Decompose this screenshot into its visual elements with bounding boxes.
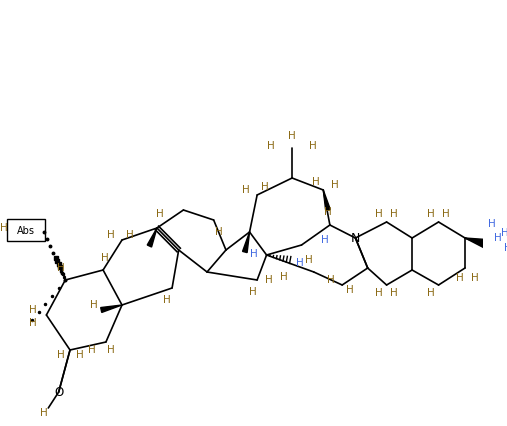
Text: H: H: [107, 230, 115, 240]
Text: H: H: [503, 243, 507, 253]
Text: H: H: [488, 219, 495, 229]
Text: H: H: [280, 272, 287, 282]
Polygon shape: [242, 232, 249, 253]
Text: H: H: [442, 209, 450, 219]
Text: H: H: [29, 318, 37, 328]
Polygon shape: [465, 238, 487, 248]
Text: H: H: [327, 275, 335, 285]
Text: H: H: [267, 141, 275, 151]
Polygon shape: [101, 305, 122, 312]
Text: H: H: [261, 182, 269, 192]
Text: H: H: [309, 141, 317, 151]
Text: H: H: [76, 350, 83, 360]
Text: H: H: [88, 345, 96, 355]
Text: H: H: [296, 258, 304, 268]
Text: H: H: [321, 235, 329, 245]
Text: H: H: [494, 233, 502, 243]
Text: H: H: [0, 223, 8, 233]
Text: H: H: [456, 273, 464, 283]
Polygon shape: [323, 190, 330, 210]
Text: H: H: [390, 209, 398, 219]
Text: H: H: [265, 275, 272, 285]
Text: H: H: [390, 288, 398, 298]
Text: H: H: [107, 345, 115, 355]
Text: H: H: [427, 288, 435, 298]
Text: H: H: [248, 287, 256, 297]
Text: H: H: [312, 177, 319, 187]
Text: H: H: [29, 305, 37, 315]
Text: H: H: [305, 255, 313, 265]
Polygon shape: [147, 228, 157, 247]
Text: O: O: [54, 386, 63, 398]
Text: H: H: [57, 350, 64, 360]
Text: H: H: [324, 207, 332, 217]
Text: H: H: [470, 273, 478, 283]
Text: H: H: [90, 300, 97, 310]
Text: H: H: [163, 295, 171, 305]
Text: H: H: [156, 209, 164, 219]
Text: H: H: [242, 185, 249, 195]
Text: H: H: [375, 209, 383, 219]
Text: H: H: [375, 288, 383, 298]
FancyBboxPatch shape: [7, 219, 45, 241]
Text: H: H: [501, 228, 507, 238]
Text: H: H: [57, 263, 64, 273]
Text: H: H: [250, 249, 258, 259]
Text: H: H: [101, 253, 109, 263]
Text: H: H: [346, 285, 353, 295]
Text: H: H: [288, 131, 296, 141]
Text: H: H: [427, 209, 435, 219]
Polygon shape: [465, 238, 494, 246]
Text: H: H: [214, 227, 222, 237]
Text: N: N: [351, 231, 360, 245]
Text: H: H: [126, 230, 133, 240]
Text: H: H: [40, 408, 48, 418]
Text: H: H: [331, 180, 339, 190]
Text: Abs: Abs: [17, 226, 34, 236]
